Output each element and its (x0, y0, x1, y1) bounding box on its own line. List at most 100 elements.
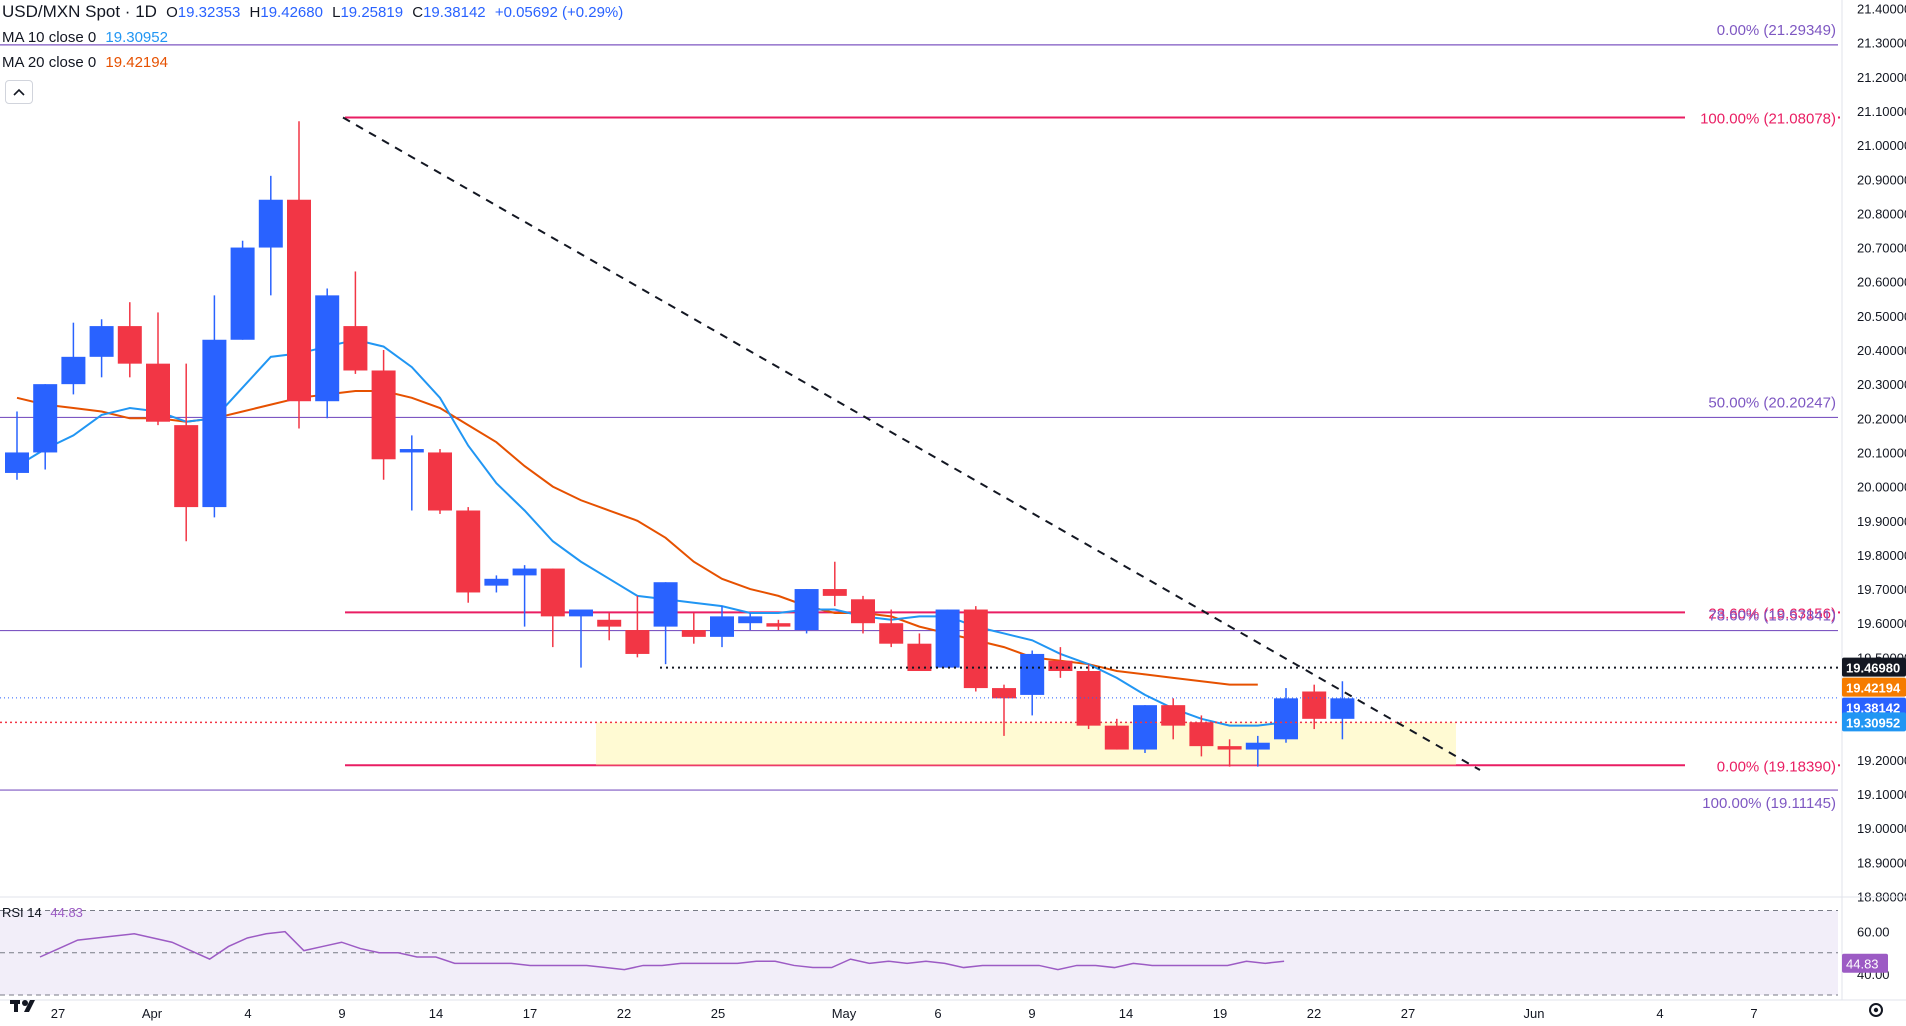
collapse-legend-button[interactable] (5, 80, 33, 104)
descending-trendline (342, 116, 1481, 771)
candle-body (1133, 705, 1157, 750)
rsi-badge-bg (1842, 953, 1888, 973)
time-tick-label: 7 (1750, 1006, 1757, 1021)
fib-level-label: 50.00% (20.20247) (1708, 394, 1836, 411)
candle (1161, 698, 1186, 740)
rsi-legend[interactable]: RSI 14 44.83 (2, 903, 88, 923)
price-badge: 19.46980 (1842, 657, 1906, 677)
candle-body (992, 688, 1016, 699)
ma20-value: 19.42194 (105, 54, 168, 71)
candle-body (428, 452, 452, 511)
high-value: 19.42680 (260, 4, 323, 21)
candle-body (202, 339, 227, 508)
price-tick-label: 19.10000 (1857, 787, 1906, 802)
price-badge-bg (1842, 677, 1906, 697)
time-tick-label: 19 (1213, 1006, 1227, 1021)
candle-body (625, 630, 650, 654)
candle-body (258, 199, 283, 248)
price-tick-label: 20.40000 (1857, 343, 1906, 358)
fib-level-label: 78.60% (19.57841) (1708, 608, 1836, 625)
candle (681, 612, 706, 644)
candle (512, 565, 537, 627)
candle-body (766, 623, 791, 627)
candle (287, 121, 311, 429)
candle (1104, 718, 1129, 750)
ma20-legend[interactable]: MA 20 close 0 19.42194 (2, 53, 173, 73)
ma10-label: MA 10 close 0 (2, 29, 97, 46)
price-tick-label: 18.90000 (1857, 855, 1906, 870)
ma10-legend[interactable]: MA 10 close 0 19.30952 (2, 28, 173, 48)
price-tick-label: 20.50000 (1857, 309, 1906, 324)
gear-icon[interactable] (1866, 1000, 1886, 1020)
candle (61, 322, 86, 395)
candle (33, 384, 58, 470)
candle (230, 240, 255, 340)
candle (569, 609, 593, 668)
candle-body (1274, 698, 1298, 740)
candle (399, 435, 424, 511)
symbol-title[interactable]: USD/MXN Spot · 1D (2, 2, 157, 21)
fibonacci-levels: 0.00% (21.29349) 100.00% (21.08078) 50.00%… (0, 22, 1840, 812)
time-tick-label: 22 (1307, 1006, 1321, 1021)
candle-body (710, 616, 734, 637)
candle-body (963, 609, 988, 689)
rsi-badge-text: 44.83 (1846, 957, 1879, 972)
candle-body (1189, 722, 1214, 747)
price-tick-label: 20.10000 (1857, 445, 1906, 460)
candle (371, 350, 396, 480)
price-badge-bg (1842, 697, 1906, 717)
rsi-line (39, 930, 1285, 971)
tradingview-logo-icon (10, 1000, 35, 1012)
candle (5, 411, 29, 480)
price-badge-bg (1842, 657, 1906, 677)
tradingview-logo[interactable] (8, 994, 44, 1018)
price-badge-text: 19.42194 (1846, 681, 1901, 696)
candle (428, 449, 452, 514)
price-tick-label: 19.20000 (1857, 753, 1906, 768)
high-label: H (249, 4, 261, 21)
candle (1076, 664, 1101, 730)
open-label: O (166, 4, 178, 21)
candle-body (371, 370, 396, 460)
candle-body (1020, 653, 1045, 695)
price-tick-label: 19.60000 (1857, 616, 1906, 631)
candle-body (343, 326, 368, 371)
candle (456, 507, 481, 603)
price-tick-label: 20.30000 (1857, 377, 1906, 392)
fib-level-label: 0.00% (19.18390) (1717, 758, 1836, 775)
time-tick-label: 22 (617, 1006, 631, 1021)
candle-body (879, 623, 904, 644)
price-badge: 19.38142 (1842, 697, 1906, 717)
candle-body (681, 630, 706, 637)
open-value: 19.32353 (177, 4, 241, 21)
price-tick-label: 19.00000 (1857, 821, 1906, 836)
price-tick-label: 20.80000 (1857, 206, 1906, 221)
candle-body (1245, 742, 1270, 750)
ohlc-legend: USD/MXN Spot · 1D O19.32353 H19.42680 L1… (2, 2, 628, 23)
change-value: +0.05692 (+0.29%) (494, 4, 624, 21)
price-tick-label: 21.30000 (1857, 36, 1906, 51)
candle-body (1048, 660, 1073, 672)
candle-body (822, 589, 847, 596)
candle-body (569, 609, 593, 617)
candle (963, 606, 988, 692)
fib-level-label: 23.60% (19.63156) (1708, 605, 1836, 622)
close-label: C (412, 4, 424, 21)
price-badge-text: 19.38142 (1846, 701, 1900, 716)
price-tick-label: 20.70000 (1857, 241, 1906, 256)
price-tick-label: 21.00000 (1857, 138, 1906, 153)
price-badge: 19.42194 (1842, 677, 1906, 697)
candle (1245, 735, 1270, 767)
candle (117, 302, 142, 378)
time-tick-label: May (832, 1006, 857, 1021)
candle-body (738, 616, 763, 624)
fib-level-label: 100.00% (21.08078) (1700, 111, 1836, 128)
time-tick-label: Apr (142, 1006, 163, 1021)
price-badge-text: 19.46980 (1846, 661, 1900, 676)
candle (851, 595, 875, 634)
candle-body (1161, 705, 1186, 726)
candle (992, 684, 1016, 736)
candle-body (117, 326, 142, 364)
